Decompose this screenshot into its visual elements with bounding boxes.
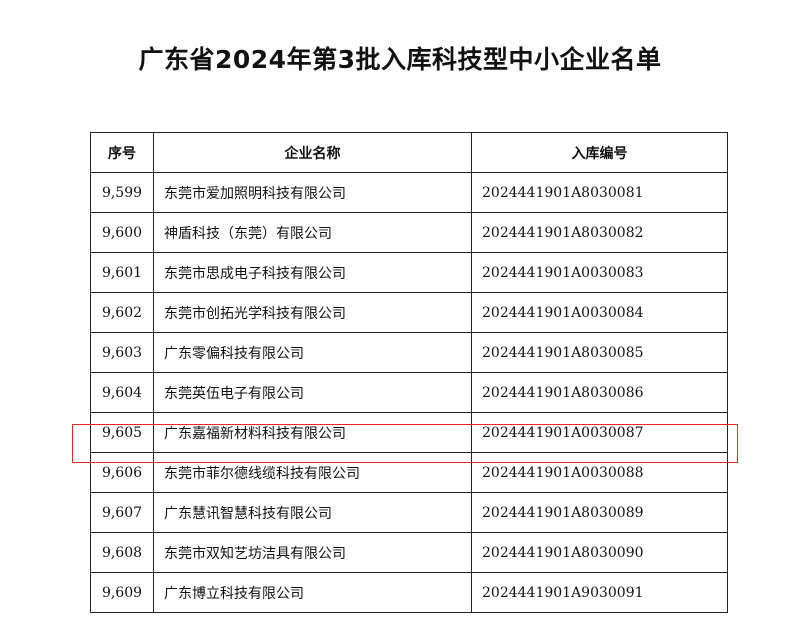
table-row: 9,608 东莞市双知艺坊洁具有限公司 2024441901A8030090 (90, 532, 728, 573)
page-title: 广东省2024年第3批入库科技型中小企业名单 (138, 45, 662, 74)
company-name: 东莞英伍电子有限公司 (153, 372, 472, 413)
table-row: 9,607 广东慧讯智慧科技有限公司 2024441901A8030089 (90, 492, 728, 533)
table-row: 9,609 广东博立科技有限公司 2024441901A9030091 (90, 572, 728, 613)
registration-code: 2024441901A0030083 (471, 252, 728, 293)
header-company-name: 企业名称 (153, 132, 472, 173)
row-index: 9,601 (90, 252, 154, 293)
table-row: 9,602 东莞市创拓光学科技有限公司 2024441901A0030084 (90, 292, 728, 333)
registration-code: 2024441901A8030086 (471, 372, 728, 413)
company-name: 广东慧讯智慧科技有限公司 (153, 492, 472, 533)
table-row: 9,604 东莞英伍电子有限公司 2024441901A8030086 (90, 372, 728, 413)
row-index: 9,609 (90, 572, 154, 613)
registration-code: 2024441901A9030091 (471, 572, 728, 613)
registration-code: 2024441901A8030090 (471, 532, 728, 573)
company-name: 东莞市创拓光学科技有限公司 (153, 292, 472, 333)
table-row: 9,600 神盾科技（东莞）有限公司 2024441901A8030082 (90, 212, 728, 253)
company-list-table: 序号 企业名称 入库编号 9,599 东莞市爱加照明科技有限公司 202444190… (90, 132, 728, 613)
table-row: 9,603 广东零偏科技有限公司 2024441901A8030085 (90, 332, 728, 373)
registration-code: 2024441901A0030088 (471, 452, 728, 493)
company-name: 东莞市菲尔德线缆科技有限公司 (153, 452, 472, 493)
table-row: 9,605 广东嘉福新材料科技有限公司 2024441901A0030087 (90, 412, 728, 453)
row-index: 9,604 (90, 372, 154, 413)
company-name: 东莞市思成电子科技有限公司 (153, 252, 472, 293)
row-index: 9,602 (90, 292, 154, 333)
company-name: 东莞市爱加照明科技有限公司 (153, 172, 472, 213)
registration-code: 2024441901A0030084 (471, 292, 728, 333)
table-row: 9,599 东莞市爱加照明科技有限公司 2024441901A8030081 (90, 172, 728, 213)
company-name: 神盾科技（东莞）有限公司 (153, 212, 472, 253)
company-name: 广东零偏科技有限公司 (153, 332, 472, 373)
table-header-row: 序号 企业名称 入库编号 (90, 132, 728, 173)
row-index: 9,600 (90, 212, 154, 253)
row-index: 9,607 (90, 492, 154, 533)
row-index: 9,605 (90, 412, 154, 453)
registration-code: 2024441901A8030081 (471, 172, 728, 213)
header-index: 序号 (90, 132, 154, 173)
company-name: 广东嘉福新材料科技有限公司 (153, 412, 472, 453)
company-name: 东莞市双知艺坊洁具有限公司 (153, 532, 472, 573)
header-registration-code: 入库编号 (471, 132, 728, 173)
table-row: 9,606 东莞市菲尔德线缆科技有限公司 2024441901A0030088 (90, 452, 728, 493)
row-index: 9,608 (90, 532, 154, 573)
registration-code: 2024441901A8030089 (471, 492, 728, 533)
registration-code: 2024441901A8030082 (471, 212, 728, 253)
row-index: 9,606 (90, 452, 154, 493)
registration-code: 2024441901A0030087 (471, 412, 728, 453)
row-index: 9,599 (90, 172, 154, 213)
row-index: 9,603 (90, 332, 154, 373)
company-name: 广东博立科技有限公司 (153, 572, 472, 613)
table-row: 9,601 东莞市思成电子科技有限公司 2024441901A0030083 (90, 252, 728, 293)
registration-code: 2024441901A8030085 (471, 332, 728, 373)
